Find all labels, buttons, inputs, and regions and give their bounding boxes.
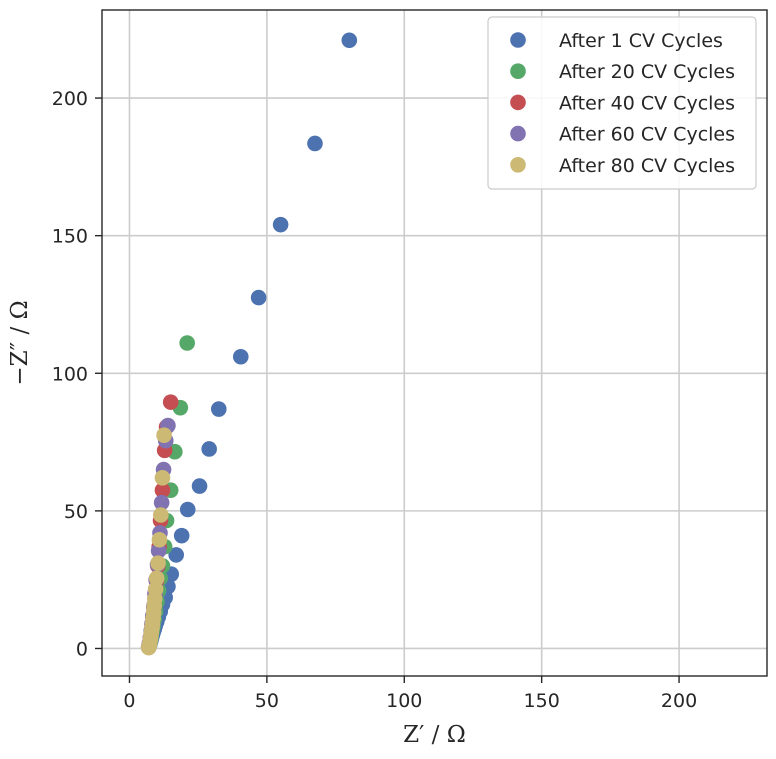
x-tick-label: 150 — [524, 690, 560, 712]
y-tick-label: 150 — [52, 226, 88, 248]
legend-marker — [510, 32, 526, 48]
x-tick-label: 0 — [123, 690, 135, 712]
data-point-series-1 — [201, 441, 217, 457]
data-point-series-1 — [210, 401, 227, 417]
legend-marker — [510, 63, 526, 79]
legend-marker — [510, 125, 526, 142]
legend-entry-label: After 80 CV Cycles — [559, 155, 735, 177]
data-point-series-5 — [150, 555, 166, 571]
data-point-series-1 — [191, 478, 208, 494]
data-point-series-1 — [250, 289, 267, 306]
legend-box — [487, 16, 757, 190]
data-points — [140, 32, 358, 656]
data-point-series-3 — [154, 482, 171, 499]
data-point-series-5 — [153, 507, 169, 523]
data-point-series-5 — [154, 470, 171, 486]
plot-frame — [101, 9, 768, 677]
data-point-series-1 — [272, 216, 289, 233]
x-tick-label: 50 — [255, 690, 279, 712]
y-axis-label: −Z″ / Ω — [7, 300, 33, 385]
y-tick-label: 50 — [64, 501, 88, 523]
data-point-series-5 — [156, 427, 172, 443]
y-tick-label: 200 — [52, 88, 88, 110]
data-point-series-2 — [179, 335, 195, 351]
legend-marker — [510, 157, 526, 173]
data-point-series-1 — [232, 348, 249, 365]
data-point-series-1 — [179, 501, 196, 518]
x-tick-label: 200 — [661, 690, 697, 712]
axis-ticks: 0 50 100 150 200 0 50 100 150 200 — [52, 88, 697, 712]
data-point-series-5 — [151, 531, 168, 548]
data-point-series-1 — [168, 547, 184, 563]
legend-marker — [510, 94, 526, 111]
x-axis-label: Z′ / Ω — [403, 722, 466, 748]
legend-entry-label: After 20 CV Cycles — [559, 61, 735, 83]
legend: After 1 CV Cycles After 20 CV Cycles After… — [487, 16, 757, 190]
data-point-series-1 — [173, 527, 190, 544]
y-tick-label: 0 — [76, 638, 88, 660]
x-tick-label: 100 — [386, 690, 422, 712]
data-point-series-1 — [341, 32, 358, 49]
y-tick-label: 100 — [52, 363, 88, 385]
data-point-series-3 — [162, 394, 179, 410]
data-point-series-4 — [153, 494, 170, 511]
legend-entry-label: After 60 CV Cycles — [559, 124, 735, 146]
data-point-series-1 — [307, 135, 323, 152]
legend-entry-label: After 1 CV Cycles — [559, 30, 723, 52]
legend-entry-label: After 40 CV Cycles — [559, 92, 735, 114]
data-point-series-5 — [148, 570, 165, 587]
